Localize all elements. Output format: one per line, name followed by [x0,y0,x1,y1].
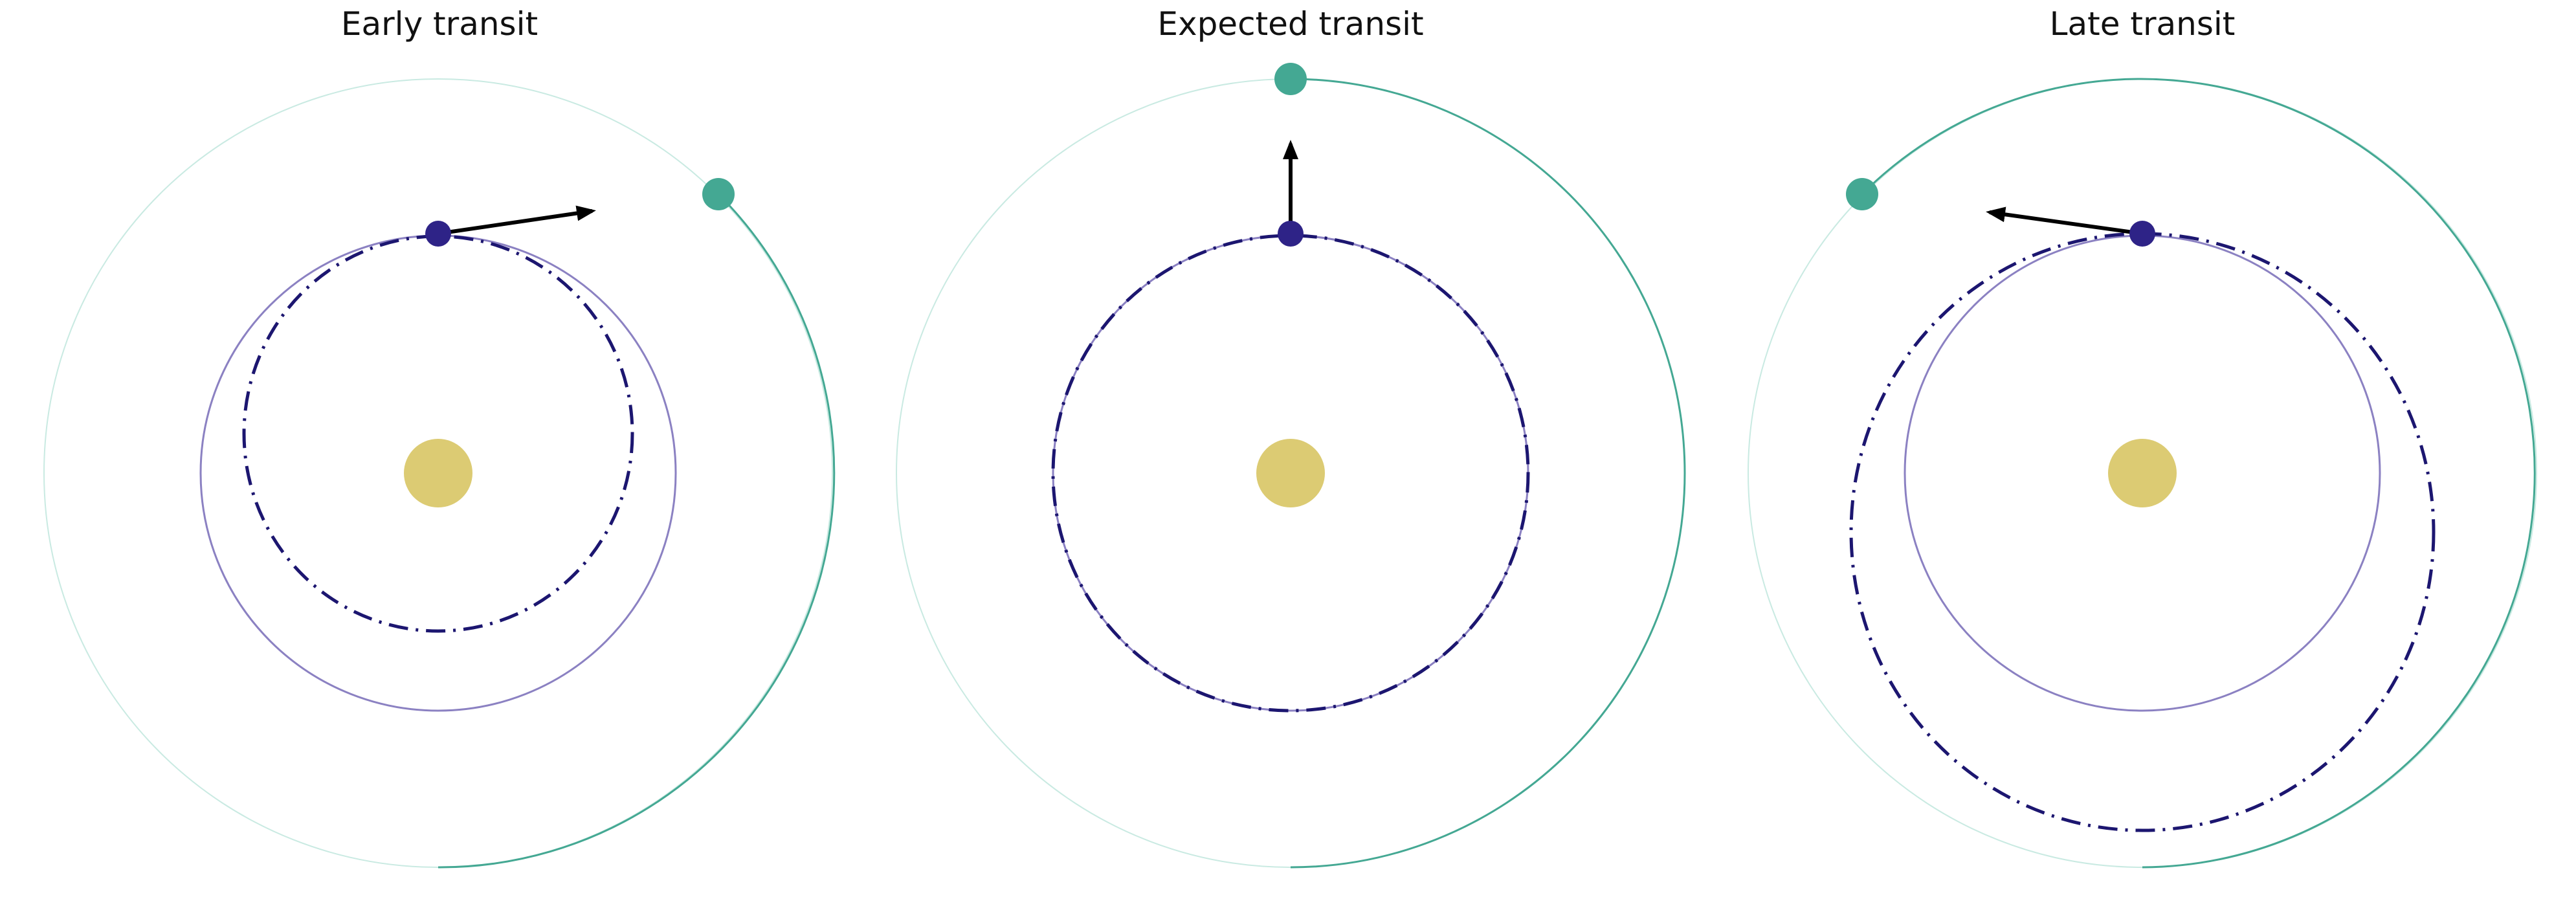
outer-planet [702,178,735,210]
panel-title-early: Early transit [340,5,539,43]
perturbed-orbit [242,234,634,633]
perturbed-orbit [1849,232,2436,832]
star [404,439,472,507]
panel-expected [896,63,1686,869]
outer-orbit-arc [1861,78,2536,869]
outer-orbit-arc [438,193,836,869]
outer-planet [1274,63,1307,95]
outer-orbit-arc [1290,78,1686,869]
star [2108,439,2177,507]
velocity-arrow [438,205,596,236]
star [1256,439,1325,507]
outer-planet [1846,178,1878,210]
perturbed-orbit [1051,234,1530,713]
panel-early [43,78,836,869]
panel-late [1748,78,2537,869]
inner-planet [425,221,451,247]
inner-planet [2129,221,2155,247]
inner-planet [1278,221,1304,247]
panel-title-expected: Expected transit [1157,5,1424,43]
velocity-arrow [1986,206,2143,236]
panel-title-late: Late transit [2049,5,2236,43]
